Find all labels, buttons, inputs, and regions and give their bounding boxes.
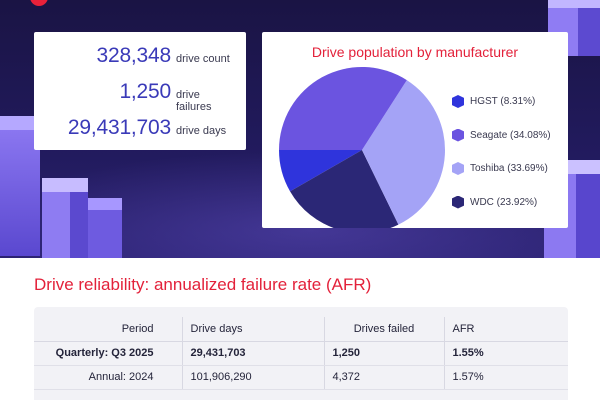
pie-chart	[279, 67, 445, 228]
cell-drive-days: 29,431,703	[181, 341, 324, 366]
pie-chart-title: Drive population by manufacturer	[311, 44, 519, 60]
stat-label: drive count	[176, 53, 230, 65]
legend-swatch-icon	[452, 95, 464, 108]
pie-legend: HGST (8.31%) Seagate (34.08%) Toshiba (33.…	[452, 95, 551, 229]
afr-table-panel: Period Drive days Drives failed AFR Quar…	[34, 307, 568, 400]
cell-afr: 1.57%	[443, 365, 568, 390]
stat-label: drive failures	[176, 89, 212, 113]
legend-item-seagate: Seagate (34.08%)	[452, 128, 551, 142]
pie-slice-seagate	[279, 67, 407, 150]
table-row: Quarterly: Q3 2025 29,431,703 1,250 1.55…	[34, 341, 568, 366]
decor-block-left-short	[42, 178, 88, 258]
stat-value: 1,250	[119, 80, 171, 103]
cell-drives-failed: 1,250	[323, 341, 444, 366]
legend-item-toshiba: Toshiba (33.69%)	[452, 162, 551, 175]
legend-label: Toshiba (33.69%)	[470, 163, 548, 174]
cell-period: Quarterly: Q3 2025	[34, 341, 182, 366]
stat-drive-count: 328,348 drive count	[96, 44, 238, 68]
stat-value: 29,431,703	[67, 116, 171, 139]
cell-drives-failed: 4,372	[323, 365, 444, 390]
cell-afr: 1.55%	[443, 341, 568, 366]
stat-label: drive days	[176, 125, 227, 137]
column-header-drives-failed: Drives failed	[323, 317, 444, 342]
column-header-drive-days: Drive days	[181, 317, 324, 342]
cell-drive-days: 101,906,290	[181, 365, 324, 390]
stat-drive-failures: 1,250 drive failures	[119, 80, 238, 113]
logo-icon	[30, 0, 48, 6]
afr-section-title: Drive reliability: annualized failure ra…	[34, 275, 372, 294]
afr-table: Period Drive days Drives failed AFR Quar…	[34, 317, 568, 390]
legend-item-hgst: HGST (8.31%)	[452, 95, 551, 108]
pie-slice-hgst	[279, 150, 362, 192]
legend-label: Seagate (34.08%)	[470, 129, 551, 141]
stat-value: 328,348	[96, 44, 171, 67]
decor-block-left-mid	[88, 198, 122, 258]
legend-swatch-icon	[452, 128, 464, 142]
pie-chart-card: Drive population by manufacturer HGST (8…	[262, 32, 568, 228]
legend-label: WDC (23.92%)	[470, 196, 538, 208]
cell-period: Annual: 2024	[34, 365, 182, 390]
legend-swatch-icon	[452, 162, 464, 175]
table-header-row: Period Drive days Drives failed AFR	[34, 317, 568, 342]
pie-slice-wdc	[290, 150, 399, 228]
stats-card: 328,348 drive count 1,250 drive failures…	[34, 32, 246, 150]
table-row: Annual: 2024 101,906,290 4,372 1.57%	[34, 365, 568, 390]
legend-item-wdc: WDC (23.92%)	[452, 195, 551, 209]
column-header-afr: AFR	[443, 317, 568, 342]
pie-slice-toshiba	[362, 80, 445, 225]
decor-block-left-tall	[0, 116, 40, 256]
legend-label: HGST (8.31%)	[470, 96, 536, 107]
stat-drive-days: 29,431,703 drive days	[68, 116, 238, 140]
legend-swatch-icon	[452, 195, 464, 209]
column-header-period: Period	[34, 317, 182, 342]
